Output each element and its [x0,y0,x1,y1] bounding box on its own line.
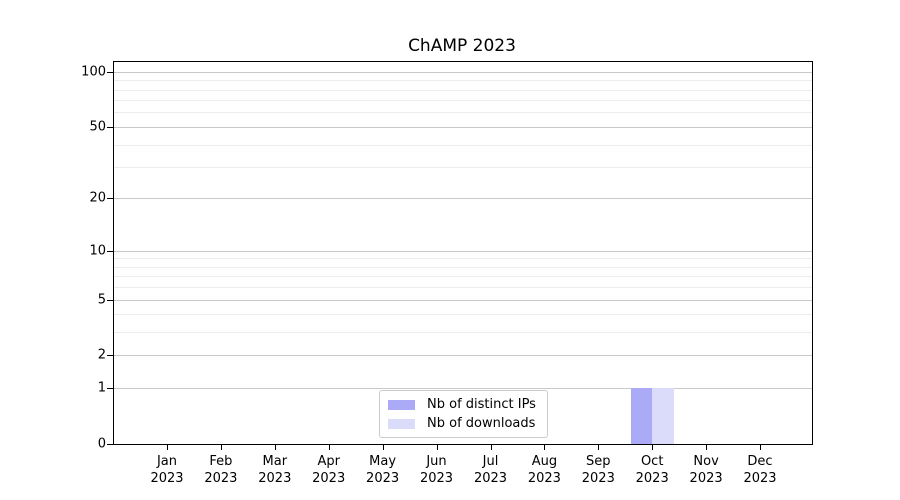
gridline-minor [114,112,812,114]
gridline-major [114,388,812,390]
y-tick-label: 20 [89,190,106,206]
x-tick-label: Nov 2023 [674,453,738,487]
y-tick [107,198,113,200]
gridline-major [114,299,812,301]
gridline-major [114,71,812,73]
gridline-minor [114,89,812,91]
y-tick [107,299,113,301]
x-tick-label-line: Sep [586,454,611,469]
y-tick-label: 100 [81,64,106,80]
x-tick-label-line: Dec [747,454,773,469]
x-tick [167,445,168,450]
y-tick [107,250,113,252]
x-tick [274,445,276,450]
gridline-major [114,126,812,128]
gridline-major [114,355,812,357]
legend-swatch [388,399,415,410]
chart-title: ChAMP 2023 [408,36,516,56]
x-tick-label-line: Jan [156,454,178,469]
x-tick [760,445,761,450]
x-tick-label-line: 2023 [204,471,238,486]
x-tick-label: Jul 2023 [459,453,523,487]
gridline-minor [114,144,812,146]
bar-downloads [652,388,674,444]
y-tick [107,388,113,390]
x-tick-label-line: Aug [531,454,558,469]
y-tick [107,71,113,73]
gridline-major [114,250,812,252]
x-tick-label-line: Nov [693,454,719,469]
x-tick-label-line: May [369,454,397,469]
x-tick-label-line: 2023 [419,471,454,486]
legend-item: Nb of downloads [388,416,536,431]
x-tick [220,445,222,450]
x-tick-label-line: 2023 [150,471,184,486]
gridline-minor [114,266,812,268]
y-tick [107,126,113,128]
x-tick-label-line: Mar [262,454,288,469]
gridline-minor [114,258,812,260]
x-tick-label-line: Oct [640,454,664,469]
x-tick-label: Feb 2023 [189,453,253,487]
legend-label: Nb of distinct IPs [427,397,536,412]
legend-item: Nb of distinct IPs [388,397,536,412]
x-tick-label-line: Jun [426,454,447,469]
gridline-minor [114,276,812,278]
x-tick-label-line: 2023 [312,471,346,486]
y-tick [107,444,113,445]
x-tick-label-line: Feb [209,454,233,469]
x-tick [436,445,438,450]
gridline-minor [114,167,812,168]
plot-area: 0 1 2 5 10 20 50 100 Jan 2023 Feb 2023 Mar 2023 Apr 20… [81,61,813,486]
y-tick-label: 10 [89,243,106,259]
gridline-minor [114,100,812,102]
x-tick-label: Jun 2023 [405,453,469,487]
x-tick-label-line: 2023 [743,471,777,486]
x-tick-label: Mar 2023 [243,453,307,487]
x-tick-label: Sep 2023 [566,453,630,487]
gridline-minor [114,314,812,316]
y-tick-label: 0 [97,436,106,452]
x-tick-label-line: 2023 [258,471,292,486]
x-tick-label: Oct 2023 [620,453,684,487]
x-tick-label-line: 2023 [473,471,508,486]
x-tick-label-line: 2023 [689,471,723,486]
x-tick-label-line: 2023 [366,471,400,486]
legend-label: Nb of downloads [427,416,536,431]
x-tick [652,445,654,450]
x-tick-label: Apr 2023 [297,453,361,487]
legend-swatch [388,418,415,429]
gridline-major [114,198,812,200]
legend: Nb of distinct IPs Nb of downloads [379,390,548,438]
x-tick-label: Aug 2023 [512,453,576,487]
x-tick [598,445,600,450]
x-tick-label: May 2023 [351,453,415,487]
x-tick [382,445,384,450]
bar-distinct-ips [630,388,653,444]
x-tick-label-line: Jul [482,454,499,469]
gridline-minor [114,332,812,334]
gridline-minor [114,287,812,289]
y-tick-label: 50 [89,119,106,135]
x-tick [544,445,546,450]
x-tick-label-line: Apr [317,454,340,469]
x-tick-label: Jan 2023 [135,453,199,487]
x-tick-label: Dec 2023 [728,453,792,487]
gridline-minor [114,80,812,82]
x-tick-label-line: 2023 [527,471,561,486]
y-tick-label: 1 [97,380,106,396]
x-tick-label-line: 2023 [581,471,615,486]
x-tick [706,445,708,450]
x-tick-label-line: 2023 [635,471,669,486]
y-tick-label: 2 [97,347,106,363]
x-tick [490,445,492,450]
x-tick [328,445,330,450]
y-tick-label: 5 [97,292,106,307]
y-tick [107,355,113,357]
